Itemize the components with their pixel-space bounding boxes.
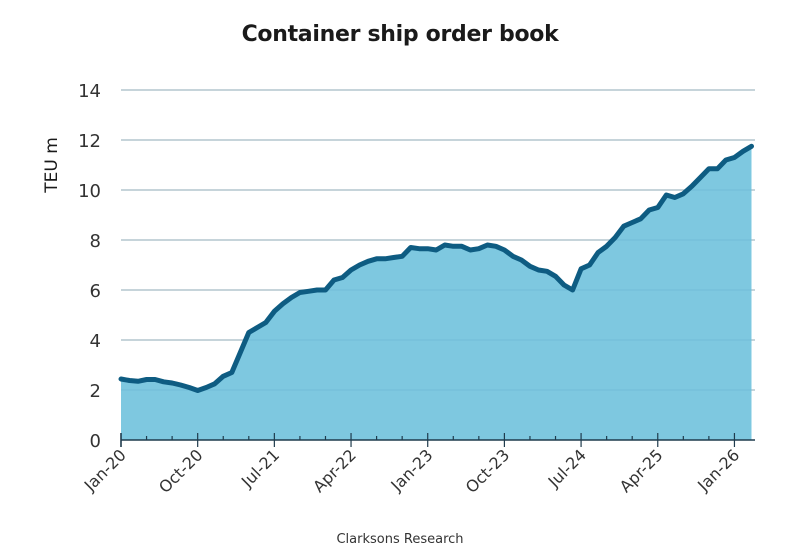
y-tick-label: 4: [90, 331, 101, 352]
x-axis: Jan-20 Oct-20 Jul-21 Apr-22 Jan-23 Oct-23 Jul-…: [80, 433, 755, 497]
area-fill: [121, 146, 752, 441]
x-tick-label: Jan-23: [386, 445, 436, 495]
source-note: Clarksons Research: [336, 532, 464, 547]
x-tick-label: Apr-25: [616, 445, 667, 496]
x-tick-label: Oct-23: [462, 445, 513, 496]
y-tick-label: 2: [90, 381, 101, 402]
y-tick-label: 10: [78, 181, 101, 202]
x-tick-label: Apr-22: [309, 445, 360, 496]
y-tick-label: 0: [90, 431, 101, 452]
y-tick-label: 6: [90, 281, 101, 302]
series-line: [118, 143, 754, 393]
y-axis-ticks: 0 2 4 6 8 10 12 14: [78, 81, 101, 452]
x-tick-label: Jan-26: [693, 445, 743, 495]
x-tick-label: Jul-21: [237, 445, 283, 491]
x-tick-label: Oct-20: [155, 445, 206, 496]
x-tick-label: Jul-24: [544, 445, 590, 491]
y-tick-label: 12: [78, 131, 101, 152]
gridlines-over-fill: [121, 89, 755, 391]
x-tick-label: Jan-20: [80, 445, 130, 495]
y-tick-label: 8: [90, 231, 101, 252]
chart-title: Container ship order book: [241, 22, 559, 47]
y-tick-label: 14: [78, 81, 101, 102]
